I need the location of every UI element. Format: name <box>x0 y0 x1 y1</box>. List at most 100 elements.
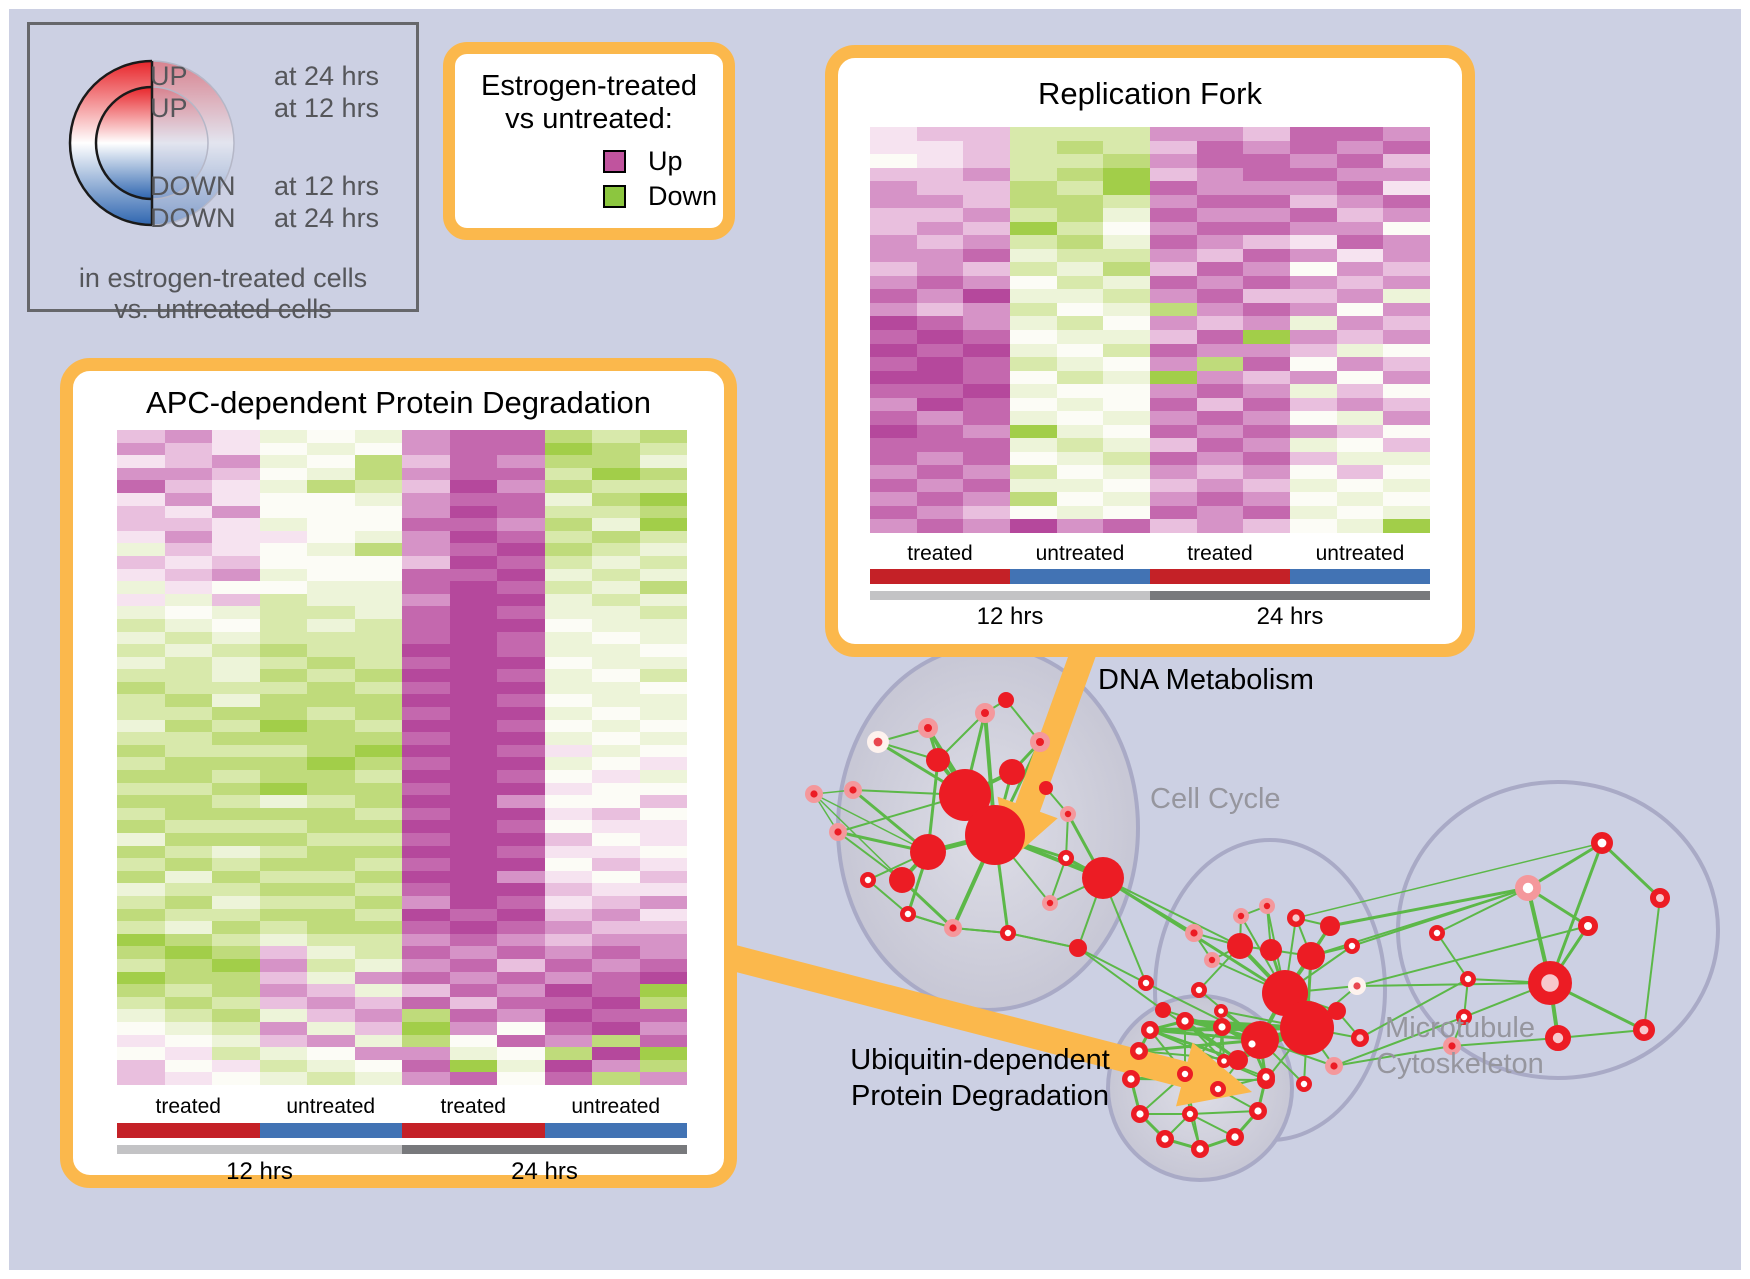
heatmap-cell <box>449 656 497 670</box>
heatmap-cell <box>212 782 260 796</box>
heatmap-cell <box>212 908 260 922</box>
heatmap-row <box>870 397 1431 412</box>
heatmap-cell <box>916 451 964 466</box>
network-node-ring_white <box>900 906 917 923</box>
heatmap-cell <box>402 719 450 733</box>
heatmap-cell <box>449 1047 497 1060</box>
heatmap-cell <box>639 770 687 783</box>
heatmap-cell <box>307 807 355 821</box>
heatmap-cell <box>1290 329 1337 344</box>
heatmap-cell <box>1056 248 1104 263</box>
heatmap-row <box>117 467 687 481</box>
heatmap-cell <box>1243 316 1291 330</box>
heatmap-cell <box>259 606 307 619</box>
heatmap-cell <box>1150 438 1197 452</box>
heatmap-cell <box>212 593 260 607</box>
heatmap-cell <box>1243 424 1291 439</box>
heatmap-cell <box>1290 465 1337 479</box>
legend-down-12-time: at 12 hrs <box>274 171 380 201</box>
heatmap-cell <box>354 883 402 896</box>
heatmap-cell <box>212 555 260 569</box>
heatmap-cell <box>870 465 917 479</box>
heatmap-cell <box>870 370 917 385</box>
heatmap-cell <box>916 208 964 222</box>
network-edge <box>867 879 909 915</box>
heatmap-cell <box>870 248 917 263</box>
network-node-ring_white <box>1210 1081 1227 1098</box>
heatmap-cell <box>916 194 964 209</box>
heatmap-cell <box>212 606 260 619</box>
heatmap-cell <box>117 933 165 947</box>
heatmap-cell <box>1010 397 1057 412</box>
legend-up-24-time: at 24 hrs <box>274 61 380 91</box>
heatmap-cell <box>963 194 1011 209</box>
cluster-label-ubiquitin-line2: Protein Degradation <box>851 1080 1109 1112</box>
heatmap-row <box>870 275 1431 290</box>
replication-fork-panel: Replication Fork treated untreated treated… <box>825 45 1475 657</box>
heatmap-cell <box>449 744 497 758</box>
heatmap-cell <box>117 442 165 456</box>
heatmap-cell <box>544 870 592 884</box>
heatmap-cell <box>963 262 1011 276</box>
heatmap-cell <box>164 820 212 833</box>
heatmap-cell <box>212 543 260 556</box>
down-label: Down <box>648 181 718 211</box>
heatmap-cell <box>307 631 355 645</box>
heatmap-cell <box>259 455 307 468</box>
heatmap-cell <box>544 669 592 682</box>
heatmap-cell <box>212 895 260 909</box>
heatmap-cell <box>1196 194 1244 209</box>
heatmap-cell <box>307 996 355 1010</box>
heatmap-row <box>117 845 687 859</box>
heatmap-cell <box>1383 343 1431 358</box>
heatmap-cell <box>1056 302 1104 317</box>
heatmap-cell <box>259 543 307 556</box>
heatmap-cell <box>1290 438 1337 452</box>
network-node-ring_pink <box>1286 909 1305 928</box>
heatmap-cell <box>544 555 592 569</box>
heatmap-cell <box>402 543 450 556</box>
heatmap-cell <box>164 593 212 607</box>
network-edge <box>1077 947 1147 984</box>
heatmap-cell <box>1336 357 1384 371</box>
heatmap-cell <box>212 996 260 1010</box>
heatmap-cell <box>963 248 1011 263</box>
heatmap-cell <box>497 455 545 468</box>
heatmap-row <box>117 555 687 569</box>
legend-caption-line2: vs. untreated cells <box>114 294 332 324</box>
heatmap-cell <box>259 681 307 695</box>
heatmap-cell <box>592 732 640 745</box>
heatmap-cell <box>870 302 917 317</box>
heatmap-cell <box>916 478 964 493</box>
heatmap-cell <box>1383 465 1431 479</box>
heatmap-row <box>117 543 687 556</box>
heatmap-cell <box>592 480 640 493</box>
heatmap-cell <box>497 782 545 796</box>
network-node-ring_white <box>1138 975 1155 992</box>
heatmap-cell <box>1010 289 1057 303</box>
heatmap-cell <box>1196 451 1244 466</box>
heatmap-cell <box>1383 154 1431 168</box>
arrow-apc-to-ubiquitin <box>726 944 1252 1107</box>
heatmap-cell <box>402 593 450 607</box>
heatmap-row <box>117 694 687 708</box>
heatmap-cell <box>1243 411 1291 425</box>
heatmap-cell <box>117 782 165 796</box>
heatmap-cell <box>963 492 1011 506</box>
heatmap-cell <box>1383 411 1431 425</box>
heatmap-cell <box>870 154 917 168</box>
heatmap-cell <box>870 384 917 398</box>
heatmap-cell <box>916 181 964 195</box>
time-bar-segment <box>402 1145 687 1154</box>
heatmap-cell <box>916 127 964 141</box>
heatmap-row <box>117 807 687 821</box>
heatmap-cell <box>1103 302 1151 317</box>
heatmap-cell <box>544 606 592 619</box>
heatmap-cell <box>639 883 687 896</box>
heatmap-cell <box>1010 343 1057 358</box>
heatmap-cell <box>544 492 592 506</box>
heatmap-cell <box>449 492 497 506</box>
heatmap-cell <box>307 455 355 468</box>
heatmap-cell <box>1383 127 1431 141</box>
network-node-ring_white <box>1242 1034 1261 1053</box>
